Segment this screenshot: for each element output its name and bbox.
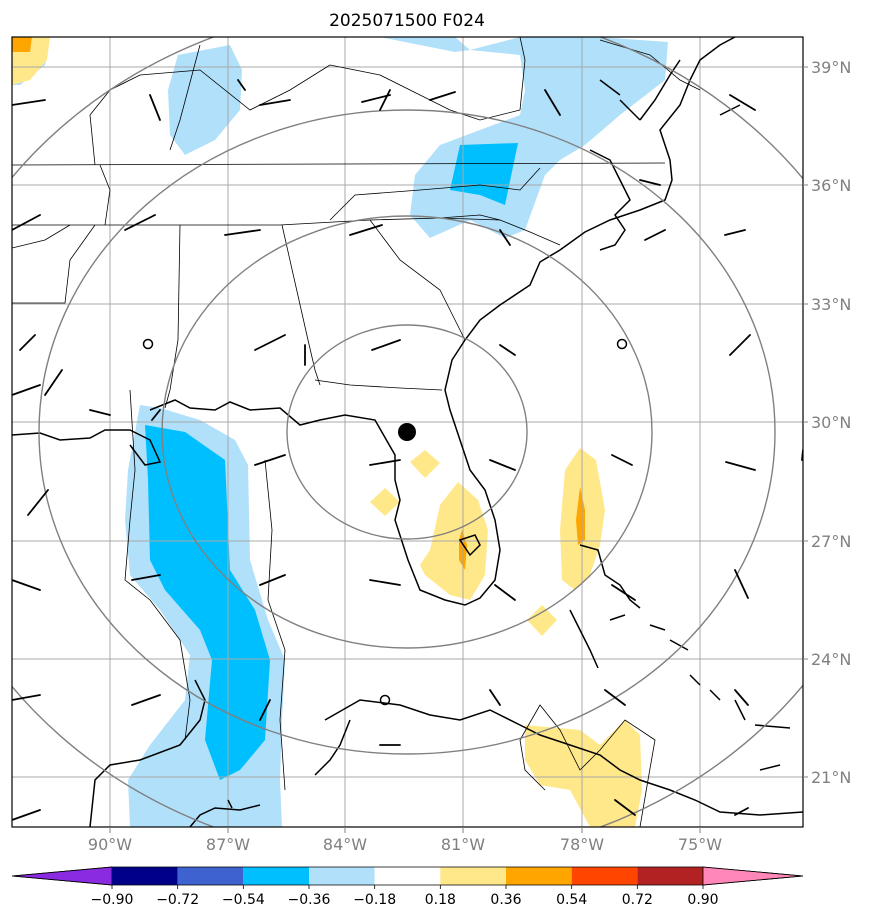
- lat-axis: 39°N 36°N 33°N 30°N 27°N 24°N 21°N: [803, 58, 851, 787]
- map-frame: [11, 36, 804, 828]
- lon-label: 75°W: [678, 835, 722, 854]
- range-rings: [12, 37, 803, 827]
- colorbar-segment: [440, 867, 506, 885]
- colorbar-segment: [309, 867, 375, 885]
- plot-title: 2025071500 F024: [329, 11, 485, 31]
- map-area: [12, 37, 803, 827]
- colorbar-extend-low: [11, 866, 113, 886]
- coastlines: [12, 37, 803, 827]
- state-boundaries: [12, 37, 701, 827]
- colorbar-extend-high: [702, 866, 804, 886]
- positive-anomaly-shading: [12, 37, 642, 827]
- colorbar-tick-label: −0.36: [288, 892, 331, 908]
- lat-label: 39°N: [811, 58, 851, 77]
- colorbar-segment: [243, 867, 309, 885]
- colorbar: −0.90 −0.72 −0.54 −0.36 −0.18 0.18 0.36 0.54 0.7…: [11, 866, 804, 908]
- calm-markers: [142, 338, 628, 706]
- colorbar-tick-label: −0.90: [91, 892, 134, 908]
- lon-axis: 90°W 87°W 84°W 81°W 78°W 75°W: [88, 827, 722, 854]
- colorbar-segment: [637, 867, 703, 885]
- lon-label: 84°W: [323, 835, 367, 854]
- lat-label: 21°N: [811, 768, 851, 787]
- colorbar-segment: [506, 867, 572, 885]
- colorbar-tick-label: 0.90: [687, 892, 718, 908]
- station-marker: [398, 423, 416, 441]
- lon-label: 78°W: [560, 835, 604, 854]
- lon-label: 87°W: [206, 835, 250, 854]
- colorbar-tick-label: 0.36: [490, 892, 521, 908]
- colorbar-tick-label: 0.18: [425, 892, 456, 908]
- colorbar-tick-label: 0.72: [622, 892, 653, 908]
- colorbar-tick-label: −0.18: [353, 892, 396, 908]
- colorbar-tick-label: −0.54: [222, 892, 265, 908]
- lon-label: 90°W: [88, 835, 132, 854]
- lon-label: 81°W: [441, 835, 485, 854]
- colorbar-tick-label: 0.54: [556, 892, 587, 908]
- lat-label: 36°N: [811, 176, 851, 195]
- colorbar-segment: [571, 867, 638, 885]
- colorbar-segment: [112, 867, 178, 885]
- lat-label: 27°N: [811, 532, 851, 551]
- graticule: [12, 37, 803, 827]
- colorbar-segment: [374, 867, 441, 885]
- lat-label: 33°N: [811, 295, 851, 314]
- colorbar-segment: [177, 867, 244, 885]
- wind-barbs: [12, 79, 803, 821]
- colorbar-tick-label: −0.72: [156, 892, 199, 908]
- lat-label: 30°N: [811, 413, 851, 432]
- lat-label: 24°N: [811, 650, 851, 669]
